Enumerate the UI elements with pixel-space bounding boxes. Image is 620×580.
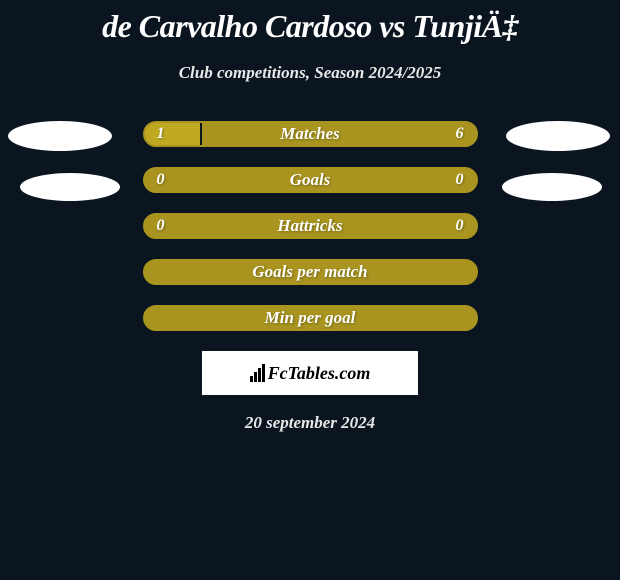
date-text: 20 september 2024	[0, 413, 620, 433]
player-left-avatar-1	[8, 121, 112, 151]
stat-row-min-per-goal: Min per goal	[143, 305, 478, 331]
player-right-avatar-1	[506, 121, 610, 151]
stat-row-hattricks: 0 Hattricks 0	[143, 213, 478, 239]
stat-value-right-goals: 0	[456, 171, 464, 189]
stat-label-matches: Matches	[280, 124, 340, 144]
stats-area: 1 Matches 6 0 Goals 0 0 Hattricks 0 Goal…	[0, 121, 620, 433]
player-right-avatar-2	[502, 173, 602, 201]
page-title: de Carvalho Cardoso vs TunjiÄ‡	[0, 8, 620, 45]
main-container: de Carvalho Cardoso vs TunjiÄ‡ Club comp…	[0, 0, 620, 433]
logo-box: FcTables.com	[202, 351, 418, 395]
stat-label-goals: Goals	[290, 170, 331, 190]
subtitle: Club competitions, Season 2024/2025	[0, 63, 620, 83]
stat-label-min-per-goal: Min per goal	[265, 308, 356, 328]
stat-row-matches: 1 Matches 6	[143, 121, 478, 147]
stat-value-left-matches: 1	[157, 125, 165, 143]
stat-label-goals-per-match: Goals per match	[252, 262, 367, 282]
stat-value-right-matches: 6	[456, 125, 464, 143]
logo-content: FcTables.com	[250, 363, 371, 384]
stat-label-hattricks: Hattricks	[277, 216, 342, 236]
stat-rows: 1 Matches 6 0 Goals 0 0 Hattricks 0 Goal…	[0, 121, 620, 331]
stat-value-left-goals: 0	[157, 171, 165, 189]
logo-text: FcTables.com	[268, 363, 371, 384]
stat-fill-matches	[145, 123, 203, 145]
stat-value-right-hattricks: 0	[456, 217, 464, 235]
chart-bars-icon	[250, 364, 265, 382]
stat-row-goals-per-match: Goals per match	[143, 259, 478, 285]
stat-row-goals: 0 Goals 0	[143, 167, 478, 193]
stat-value-left-hattricks: 0	[157, 217, 165, 235]
player-left-avatar-2	[20, 173, 120, 201]
